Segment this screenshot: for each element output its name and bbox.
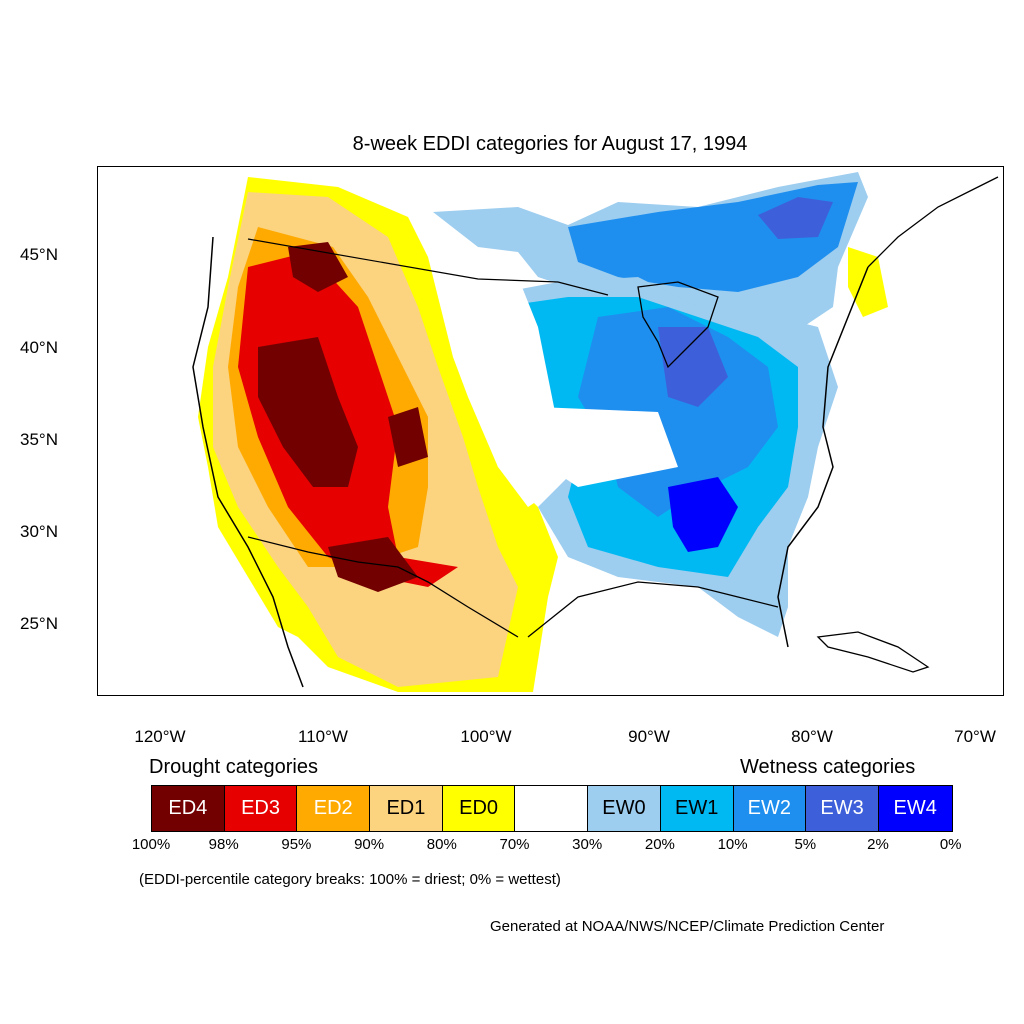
- percent-label: 20%: [644, 836, 675, 853]
- percent-label: 80%: [426, 836, 457, 853]
- lat-label-30: 30°N: [20, 522, 58, 541]
- map-title: 8-week EDDI categories for August 17, 19…: [352, 133, 748, 155]
- legend-box-ed3: ED3: [224, 786, 298, 831]
- atlantic-coast: [777, 266, 869, 648]
- lon-label-100: 100°W: [460, 727, 512, 746]
- lon-label-70: 70°W: [954, 727, 996, 746]
- lon-label-110: 110°W: [298, 727, 348, 746]
- us-mexico-border: [247, 536, 519, 638]
- lon-label-120: 120°W: [134, 727, 186, 746]
- percent-label: 100%: [131, 836, 171, 853]
- wetness-heading: Wetness categories: [740, 756, 916, 778]
- percent-label: 30%: [572, 836, 603, 853]
- legend-box-ed0: ED0: [442, 786, 516, 831]
- lat-label-25: 25°N: [20, 614, 58, 633]
- lat-label-45: 45°N: [20, 245, 58, 264]
- credit-line: Generated at NOAA/NWS/NCEP/Climate Predi…: [490, 918, 885, 935]
- percent-label: 70%: [499, 836, 530, 853]
- cuba-outline: [816, 631, 930, 673]
- lon-label-80: 80°W: [791, 727, 833, 746]
- coastline: [192, 236, 304, 688]
- percent-label: 0%: [939, 836, 962, 853]
- eddi-map: [192, 172, 999, 692]
- percent-label: 90%: [354, 836, 385, 853]
- west-extreme-dry: [258, 337, 358, 487]
- legend-box-ew0: EW0: [588, 786, 661, 831]
- southeast-extreme-wet: [668, 477, 738, 552]
- lat-label-35: 35°N: [20, 430, 58, 449]
- map-panel: [97, 166, 1004, 696]
- percent-label: 98%: [208, 836, 239, 853]
- drought-heading: Drought categories: [149, 756, 318, 778]
- legend-box-ew3: EW3: [806, 786, 879, 831]
- us-canada-border: [247, 238, 609, 296]
- legend-bar: ED4 ED3 ED2 ED1 ED0 EW0 EW1 EW2 EW3 EW4: [151, 785, 953, 832]
- legend-box-ew4: EW4: [878, 786, 952, 831]
- percent-label: 10%: [717, 836, 748, 853]
- percent-label: 2%: [867, 836, 889, 853]
- legend-box-ew1: EW1: [660, 786, 734, 831]
- lat-label-40: 40°N: [20, 338, 58, 357]
- percent-label: 5%: [794, 836, 817, 853]
- great-lakes-outline: [637, 281, 719, 369]
- legend-box-normal: [515, 786, 589, 831]
- gulf-coast: [527, 581, 779, 638]
- legend-box-ed1: ED1: [370, 786, 443, 831]
- footnote: (EDDI-percentile category breaks: 100% =…: [139, 871, 561, 888]
- legend-box-ed2: ED2: [297, 786, 371, 831]
- legend-box-ew2: EW2: [733, 786, 807, 831]
- percent-label: 95%: [281, 836, 312, 853]
- lon-label-90: 90°W: [628, 727, 670, 746]
- legend-box-ed4: ED4: [152, 786, 225, 831]
- northeast-coast: [867, 176, 999, 268]
